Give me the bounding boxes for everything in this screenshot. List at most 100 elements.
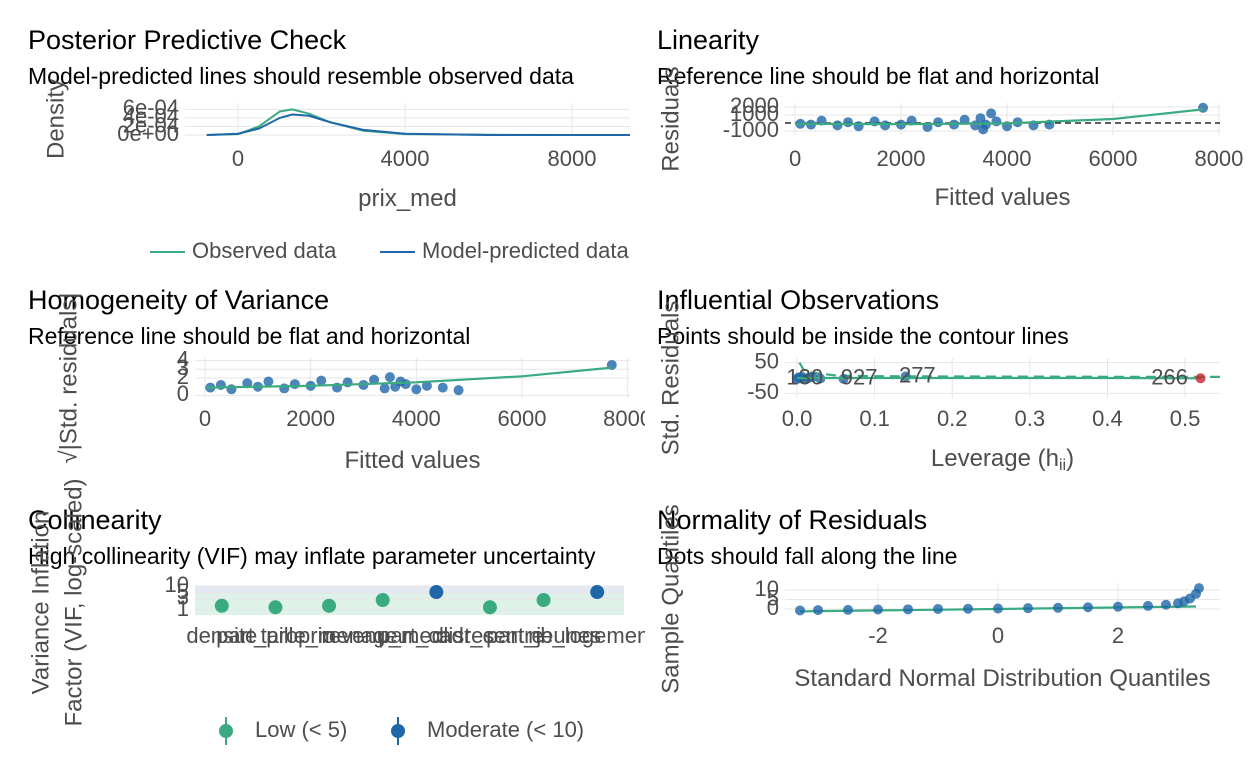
y-tick-label: 0e+00 bbox=[117, 121, 179, 146]
point bbox=[263, 376, 274, 387]
point bbox=[963, 603, 973, 614]
point bbox=[379, 383, 390, 394]
y-tick-label: -1000 bbox=[723, 117, 779, 142]
point bbox=[437, 382, 448, 393]
legend-label: Model-predicted data bbox=[422, 238, 629, 263]
y-axis-title: Std. Residuals bbox=[657, 301, 684, 456]
point bbox=[242, 378, 253, 389]
vif-point bbox=[536, 593, 551, 608]
x-tick-label: part_proprio bbox=[216, 623, 335, 648]
point bbox=[843, 117, 854, 128]
x-tick-label: 0.0 bbox=[782, 406, 813, 431]
point bbox=[226, 384, 237, 395]
panel-subtitle: Dots should fall along the line bbox=[657, 543, 957, 569]
point bbox=[453, 385, 464, 396]
vif-point bbox=[429, 585, 444, 600]
point bbox=[959, 114, 970, 125]
point bbox=[991, 116, 1002, 127]
y-tick-label: 4e-04 bbox=[123, 104, 179, 129]
x-axis-title: Standard Normal Distribution Quantiles bbox=[794, 665, 1210, 692]
panel-title: Influential Observations bbox=[657, 285, 939, 315]
panel: Linearity Reference line should be flat a… bbox=[657, 25, 1243, 211]
point bbox=[421, 380, 432, 391]
legend-label: Low (< 5) bbox=[255, 717, 347, 742]
point bbox=[933, 603, 943, 614]
x-tick-label: 0 bbox=[789, 146, 801, 171]
y-tick-label: -50 bbox=[747, 379, 779, 404]
point bbox=[986, 108, 997, 119]
point bbox=[873, 604, 883, 615]
vif-point bbox=[375, 593, 390, 608]
point bbox=[795, 605, 805, 616]
x-tick-label: part_cadres bbox=[378, 623, 494, 648]
x-tick-label: 0 bbox=[232, 146, 244, 171]
point bbox=[400, 379, 411, 390]
x-tick-label: 8000 bbox=[1194, 146, 1243, 171]
point bbox=[993, 603, 1003, 614]
point bbox=[411, 384, 422, 395]
y-tick-label: 6e-04 bbox=[123, 95, 179, 120]
point bbox=[832, 120, 843, 131]
panel: Collinearity High collinearity (VIF) may … bbox=[28, 505, 666, 742]
vif-point bbox=[482, 600, 497, 615]
point bbox=[1083, 602, 1093, 613]
point bbox=[1198, 102, 1209, 113]
y-tick-label: 0 bbox=[177, 381, 189, 406]
x-axis-title-part: prix_med bbox=[358, 185, 457, 212]
x-tick-label: 4000 bbox=[381, 146, 430, 171]
panel-title: Posterior Predictive Check bbox=[28, 25, 347, 55]
x-tick-label: taille_menage bbox=[261, 623, 398, 648]
y-axis-title: Factor (VIF, log-scaled) bbox=[60, 478, 87, 726]
point bbox=[880, 120, 891, 131]
panel-subtitle: Model-predicted lines should resemble ob… bbox=[28, 63, 574, 89]
point bbox=[1161, 599, 1171, 610]
point bbox=[1113, 601, 1123, 612]
x-axis-title-part: Leverage (h bbox=[931, 445, 1059, 472]
x-tick-label: 0.2 bbox=[937, 406, 968, 431]
vif-point bbox=[214, 598, 229, 613]
point bbox=[843, 604, 853, 615]
x-axis-title: Fitted values bbox=[344, 447, 480, 474]
y-tick-label: 1000 bbox=[730, 101, 779, 126]
x-tick-label: 0 bbox=[992, 623, 1004, 648]
point bbox=[1194, 583, 1204, 594]
x-tick-label: revenu_med bbox=[322, 623, 444, 648]
panel-title: Normality of Residuals bbox=[657, 505, 927, 535]
panel-title: Collinearity bbox=[28, 505, 162, 535]
x-tick-label: 0.5 bbox=[1170, 406, 1201, 431]
x-tick-label: 4000 bbox=[392, 406, 441, 431]
density-line bbox=[206, 113, 630, 136]
y-tick-label: 2000 bbox=[730, 93, 779, 118]
level-band bbox=[195, 593, 624, 615]
contour-line bbox=[798, 362, 1221, 378]
panel: Homogeneity of Variance Reference line sh… bbox=[28, 285, 645, 474]
x-tick-label: nb_logements bbox=[528, 623, 666, 648]
y-axis-title: Residuals bbox=[657, 66, 684, 171]
panel: Influential Observations Points should be… bbox=[657, 285, 1221, 474]
vif-point bbox=[590, 585, 605, 600]
legend-key bbox=[391, 724, 405, 738]
smooth-line bbox=[204, 366, 612, 389]
x-tick-label: densite bbox=[186, 623, 257, 648]
x-axis-title: prix_med bbox=[358, 185, 457, 212]
x-tick-label: 2000 bbox=[286, 406, 335, 431]
y-tick-label: 2e-04 bbox=[123, 112, 179, 137]
point bbox=[853, 121, 864, 132]
y-axis-title: Density bbox=[42, 79, 69, 159]
point bbox=[289, 379, 300, 390]
point bbox=[384, 372, 395, 383]
x-tick-label: 2000 bbox=[877, 146, 926, 171]
y-tick-label: 0 bbox=[767, 595, 779, 620]
x-axis-title-part: ) bbox=[1066, 445, 1074, 472]
point bbox=[1053, 602, 1063, 613]
x-axis-title-part: Standard Normal Distribution Quantiles bbox=[794, 665, 1210, 692]
point-label: 277 bbox=[899, 362, 936, 387]
legend-key bbox=[219, 724, 233, 738]
point bbox=[1143, 600, 1153, 611]
y-tick-label: 4 bbox=[177, 346, 189, 371]
y-tick-label: 10 bbox=[755, 576, 779, 601]
panel-subtitle: High collinearity (VIF) may inflate para… bbox=[28, 543, 596, 569]
point bbox=[903, 604, 913, 615]
y-tick-label: 3 bbox=[177, 355, 189, 380]
point-label: 130 bbox=[786, 365, 823, 390]
